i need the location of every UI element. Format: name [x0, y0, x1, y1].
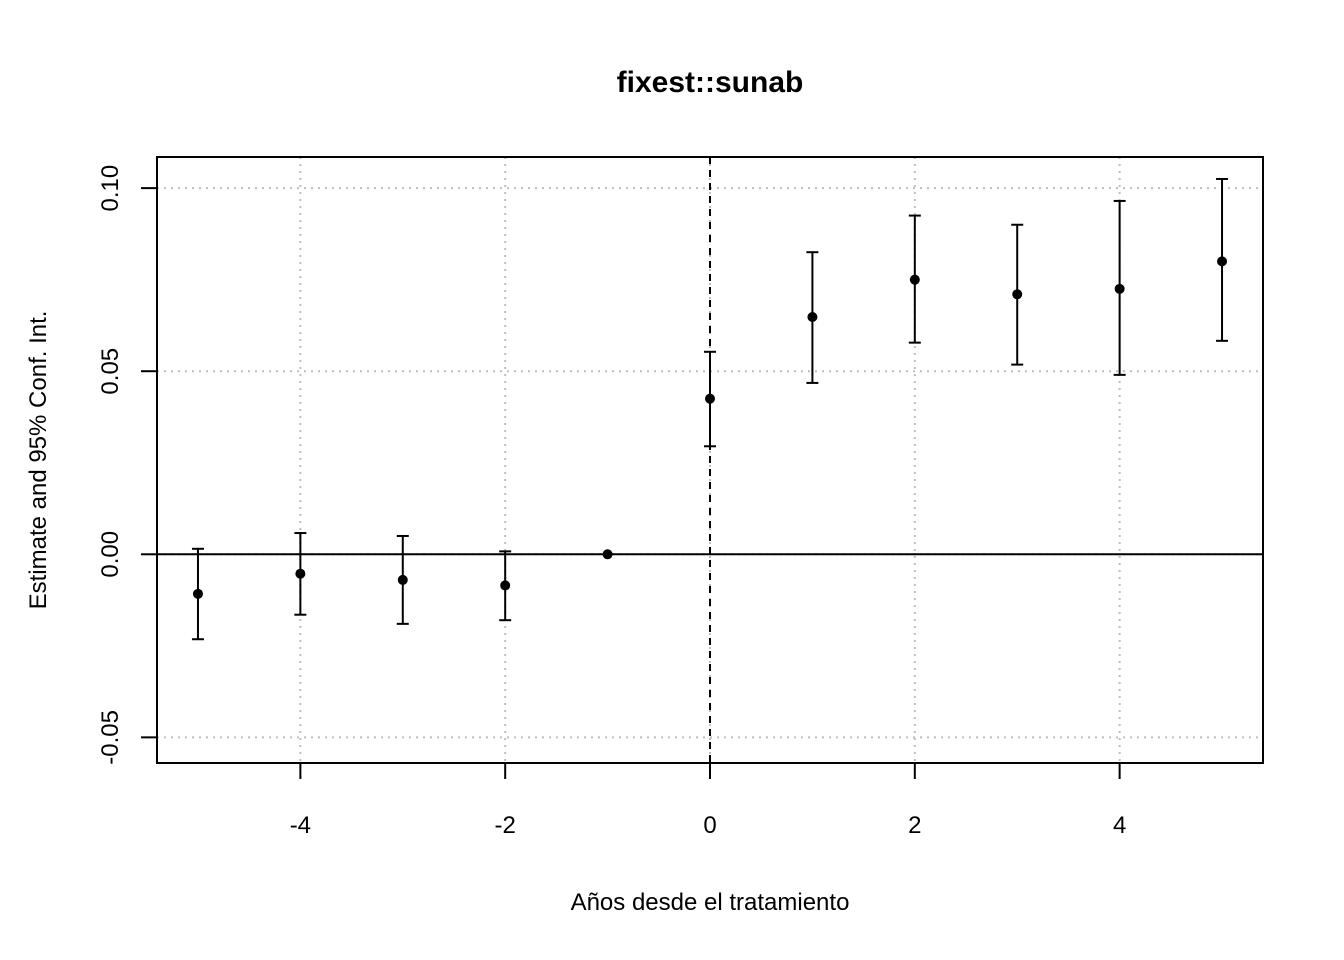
y-axis-label: Estimate and 95% Conf. Int.: [25, 311, 52, 610]
y-tick-label: -0.05: [97, 710, 124, 765]
point-estimates: [191, 177, 1229, 641]
y-tick-label: 0.05: [97, 348, 124, 395]
point-estimate: [1217, 256, 1228, 267]
point-estimate: [909, 274, 920, 285]
point-estimate: [192, 588, 203, 599]
x-tick-label: 2: [908, 812, 921, 839]
x-tick-label: -2: [495, 812, 516, 839]
y-tick-label: 0.10: [97, 165, 124, 212]
point-estimate: [807, 312, 818, 323]
reference-lines: [157, 157, 1263, 763]
point-estimate: [602, 549, 613, 560]
chart-title: fixest::sunab: [617, 66, 804, 99]
point-estimate: [1012, 289, 1023, 300]
x-axis: -4 -2 0 2 4: [290, 763, 1126, 839]
y-tick-label: 0.00: [97, 531, 124, 578]
x-tick-label: 0: [703, 812, 716, 839]
point-estimate: [705, 393, 715, 404]
x-axis-label: Años desde el tratamiento: [571, 889, 850, 916]
x-tick-label: 4: [1113, 812, 1126, 839]
point-estimate: [1114, 283, 1125, 294]
point-estimate: [397, 574, 408, 585]
point-estimate: [295, 568, 306, 579]
y-axis: -0.05 0.00 0.05 0.10: [97, 165, 157, 765]
point-estimate: [500, 580, 511, 591]
x-tick-label: -4: [290, 812, 311, 839]
